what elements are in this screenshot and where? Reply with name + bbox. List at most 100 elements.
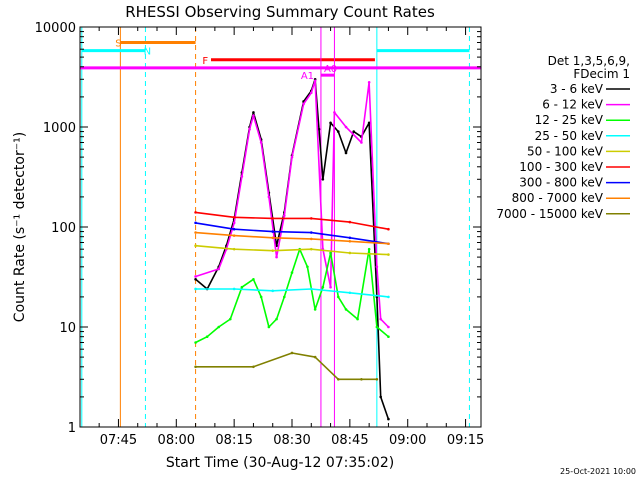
series-line <box>195 244 389 256</box>
y-tick-label: 10 <box>59 321 76 336</box>
legend-header: FDecim 1 <box>573 67 630 81</box>
data-point <box>309 231 313 234</box>
x-tick-label: 08:30 <box>273 433 310 448</box>
data-point <box>306 265 309 269</box>
data-point <box>367 80 371 84</box>
data-point <box>379 395 383 399</box>
data-point <box>194 211 197 214</box>
data-point <box>387 227 390 231</box>
data-point <box>252 365 255 369</box>
data-point <box>387 253 390 256</box>
data-point <box>321 177 325 181</box>
data-point <box>387 417 390 421</box>
data-point <box>329 251 332 255</box>
data-point <box>252 114 255 117</box>
series-line <box>195 248 389 344</box>
data-point <box>387 242 390 246</box>
flag-label: A1 <box>301 71 314 82</box>
data-point <box>302 102 305 106</box>
data-point <box>194 287 197 291</box>
flag-label: A0 <box>324 64 337 75</box>
data-point <box>271 236 275 240</box>
data-point <box>232 221 236 225</box>
data-point <box>375 265 379 269</box>
y-tick-label: 100 <box>51 221 76 236</box>
x-tick-label: 08:15 <box>215 433 252 448</box>
data-point <box>252 277 255 281</box>
y-tick-label: 10000 <box>35 21 76 36</box>
data-point <box>360 141 363 144</box>
data-point <box>232 287 236 291</box>
legend-label: 50 - 100 keV <box>527 144 604 158</box>
data-point <box>259 295 263 299</box>
x-axis-label: Start Time (30-Aug-12 07:35:02) <box>166 455 394 471</box>
data-point <box>387 295 390 299</box>
y-tick-label: 1 <box>68 421 76 436</box>
x-tick-label: 09:15 <box>447 433 484 448</box>
legend-header: Det 1,3,5,6,9, <box>548 54 630 68</box>
data-point <box>309 217 313 220</box>
data-point <box>348 251 352 255</box>
data-point <box>194 275 197 278</box>
data-point <box>194 231 197 234</box>
data-point <box>267 325 271 329</box>
data-point <box>232 247 236 251</box>
data-point <box>252 111 255 114</box>
data-point <box>309 287 313 291</box>
data-point <box>313 308 317 311</box>
x-tick-label: 07:45 <box>100 433 137 448</box>
data-point <box>248 127 251 131</box>
data-point <box>336 377 340 381</box>
data-point <box>271 289 275 293</box>
data-point <box>232 234 236 237</box>
data-point <box>194 365 197 369</box>
data-point <box>194 277 197 281</box>
data-point <box>290 271 294 274</box>
data-point <box>271 249 275 252</box>
data-point <box>313 79 317 83</box>
data-point <box>333 111 336 114</box>
data-point <box>194 244 197 248</box>
data-point <box>309 247 313 251</box>
data-point <box>348 239 352 243</box>
flag-label: S <box>115 38 121 49</box>
y-axis-label: Count Rate (s⁻¹ detector⁻¹) <box>12 132 28 322</box>
data-point <box>309 237 313 241</box>
legend-label: 800 - 7000 keV <box>512 191 604 205</box>
y-tick-label: 1000 <box>43 121 76 136</box>
data-point <box>387 325 390 329</box>
data-point <box>259 141 263 144</box>
legend-label: 12 - 25 keV <box>535 113 604 127</box>
flag-label: N <box>144 47 151 58</box>
data-point <box>344 125 348 129</box>
axes: 07:45 08:00 08:15 08:30 08:45 09:00 09:15 1 10 10… <box>35 21 485 448</box>
x-tick-label: 09:00 <box>389 433 426 448</box>
data-point <box>317 127 321 131</box>
legend-label: 3 - 6 keV <box>550 82 604 96</box>
data-point <box>356 317 359 321</box>
data-point <box>344 151 348 155</box>
data-point <box>379 317 383 321</box>
data-point <box>228 317 232 321</box>
date-stamp: 25-Oct-2021 10:00 <box>560 467 636 476</box>
data-point <box>321 285 325 289</box>
legend-label: 7000 - 15000 keV <box>496 207 603 221</box>
legend-label: 6 - 12 keV <box>542 98 604 112</box>
data-point <box>309 91 313 95</box>
data-point <box>267 195 271 199</box>
data-point <box>348 220 352 224</box>
legend: Det 1,3,5,6,9,FDecim 13 - 6 keV 6 - 12 ke… <box>496 54 630 221</box>
data-point <box>352 130 356 133</box>
data-point <box>271 217 275 220</box>
series-line <box>195 222 389 245</box>
data-point <box>348 291 352 295</box>
data-point <box>194 221 197 225</box>
data-point <box>275 317 278 321</box>
data-point <box>282 295 286 299</box>
data-point <box>290 155 294 159</box>
data-point <box>217 267 221 271</box>
data-point <box>232 216 236 219</box>
flag-label: F <box>202 56 208 67</box>
data-point <box>205 335 209 338</box>
